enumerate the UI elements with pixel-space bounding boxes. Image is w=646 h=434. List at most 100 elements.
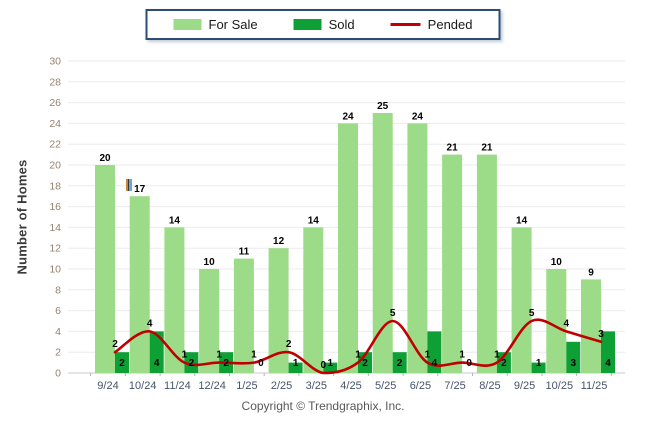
sold-bar: [427, 331, 442, 373]
x-axis-tick-label: 9/25: [514, 380, 535, 392]
y-axis-tick-label: 30: [49, 56, 61, 68]
for-sale-value-label: 10: [204, 257, 216, 268]
y-axis-tick-label: 6: [55, 305, 61, 317]
for-sale-value-label: 25: [377, 101, 389, 112]
y-axis-tick-label: 4: [55, 326, 61, 338]
sold-bar: [115, 352, 129, 373]
pended-value-label: 1: [355, 350, 361, 361]
sold-bar: [323, 362, 338, 373]
for-sale-bar: [546, 269, 567, 373]
sold-value-label: 4: [605, 358, 611, 369]
x-axis-tick-label: 11/25: [581, 380, 608, 392]
sold-value-label: 0: [258, 358, 264, 369]
pended-value-label: 5: [529, 308, 535, 319]
for-sale-value-label: 14: [169, 215, 181, 226]
sold-value-label: 4: [154, 358, 160, 369]
copyright-text: Copyright © Trendgraphix, Inc.: [241, 399, 405, 413]
for-sale-value-label: 21: [447, 143, 459, 154]
y-axis-tick-label: 10: [49, 264, 61, 276]
for-sale-value-label: 9: [588, 267, 594, 278]
sold-value-label: 3: [571, 358, 577, 369]
sold-bar: [601, 331, 615, 373]
y-axis-tick-label: 24: [49, 118, 61, 130]
legend-label-sold: Sold: [328, 17, 355, 32]
for-sale-value-label: 17: [134, 184, 146, 195]
for-sale-bar: [372, 113, 393, 373]
pended-value-label: 1: [494, 350, 500, 361]
legend-item-sold: Sold: [293, 17, 355, 32]
sold-value-label: 2: [397, 358, 403, 369]
pended-value-label: 4: [564, 318, 570, 329]
for-sale-value-label: 20: [99, 153, 111, 164]
pended-value-label: 1: [182, 350, 188, 361]
pended-value-label: 1: [459, 350, 465, 361]
pended-value-label: 1: [216, 350, 222, 361]
sold-value-label: 1: [536, 358, 542, 369]
sold-bar: [531, 362, 546, 373]
y-axis-tick-label: 14: [49, 222, 61, 234]
y-axis-title: Number of Homes: [14, 159, 30, 275]
y-axis-tick-label: 8: [55, 284, 61, 296]
for-sale-value-label: 14: [308, 215, 320, 226]
sold-value-label: 4: [432, 358, 438, 369]
sold-value-label: 2: [362, 358, 368, 369]
pended-value-label: 3: [598, 329, 604, 340]
pended-value-label: 4: [147, 318, 153, 329]
sold-value-label: 1: [293, 358, 299, 369]
pended-value-label: 0: [321, 360, 327, 371]
y-axis-tick-label: 18: [49, 180, 61, 192]
for-sale-bar: [95, 165, 115, 373]
for-sale-bar: [129, 196, 150, 373]
for-sale-value-label: 10: [551, 257, 563, 268]
x-axis-tick-label: 3/25: [306, 380, 327, 392]
for-sale-bar: [164, 227, 185, 373]
y-axis-tick-label: 22: [49, 139, 61, 151]
for-sale-value-label: 11: [239, 247, 250, 258]
legend: For Sale Sold Pended: [145, 9, 501, 40]
for-sale-bar: [476, 154, 497, 373]
for-sale-value-label: 14: [516, 215, 528, 226]
sold-bar: [496, 352, 511, 373]
for-sale-bar: [581, 279, 601, 373]
x-axis-tick-label: 9/24: [97, 380, 118, 392]
x-axis-tick-label: 11/24: [164, 380, 191, 392]
legend-item-pended: Pended: [390, 17, 473, 32]
pended-value-label: 2: [286, 339, 292, 350]
legend-item-for-sale: For Sale: [173, 17, 258, 32]
sold-swatch: [293, 19, 322, 30]
y-axis-tick-label: 20: [49, 160, 61, 172]
sold-bar: [149, 331, 164, 373]
x-axis-tick-label: 5/25: [375, 380, 396, 392]
y-axis-tick-label: 28: [49, 76, 61, 88]
x-axis-tick-label: 4/25: [340, 380, 361, 392]
sold-value-label: 2: [501, 358, 507, 369]
for-sale-bar: [407, 123, 428, 374]
y-axis-tick-label: 2: [55, 347, 61, 359]
mouse-cursor-artifact: [126, 179, 132, 191]
pended-line-swatch: [390, 23, 421, 26]
for-sale-bar: [511, 227, 532, 373]
x-axis-tick-label: 8/25: [479, 380, 500, 392]
sold-value-label: 2: [223, 358, 229, 369]
pended-value-label: 2: [112, 339, 118, 350]
for-sale-swatch: [173, 19, 202, 30]
for-sale-bar: [442, 154, 463, 373]
for-sale-value-label: 21: [481, 143, 493, 154]
y-axis-tick-label: 12: [49, 243, 61, 255]
x-axis-tick-label: 6/25: [410, 380, 431, 392]
pended-line: [113, 318, 603, 375]
for-sale-bar: [268, 248, 289, 373]
sold-bar: [184, 352, 199, 373]
for-sale-value-label: 24: [342, 111, 354, 122]
x-axis-tick-label: 2/25: [271, 380, 292, 392]
x-axis-tick-label: 1/25: [236, 380, 257, 392]
x-axis-tick-label: 10/24: [129, 380, 157, 392]
sold-bar: [288, 362, 303, 373]
legend-label-for-sale: For Sale: [208, 17, 258, 32]
legend-label-pended: Pended: [427, 17, 473, 32]
for-sale-bar: [233, 258, 254, 373]
for-sale-value-label: 12: [273, 236, 285, 247]
sold-value-label: 2: [189, 358, 195, 369]
